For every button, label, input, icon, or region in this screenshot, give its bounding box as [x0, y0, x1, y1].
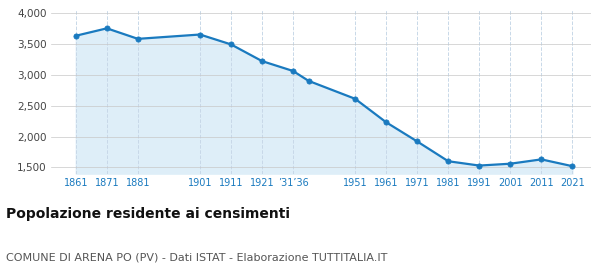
Text: Popolazione residente ai censimenti: Popolazione residente ai censimenti [6, 207, 290, 221]
Text: COMUNE DI ARENA PO (PV) - Dati ISTAT - Elaborazione TUTTITALIA.IT: COMUNE DI ARENA PO (PV) - Dati ISTAT - E… [6, 252, 388, 262]
